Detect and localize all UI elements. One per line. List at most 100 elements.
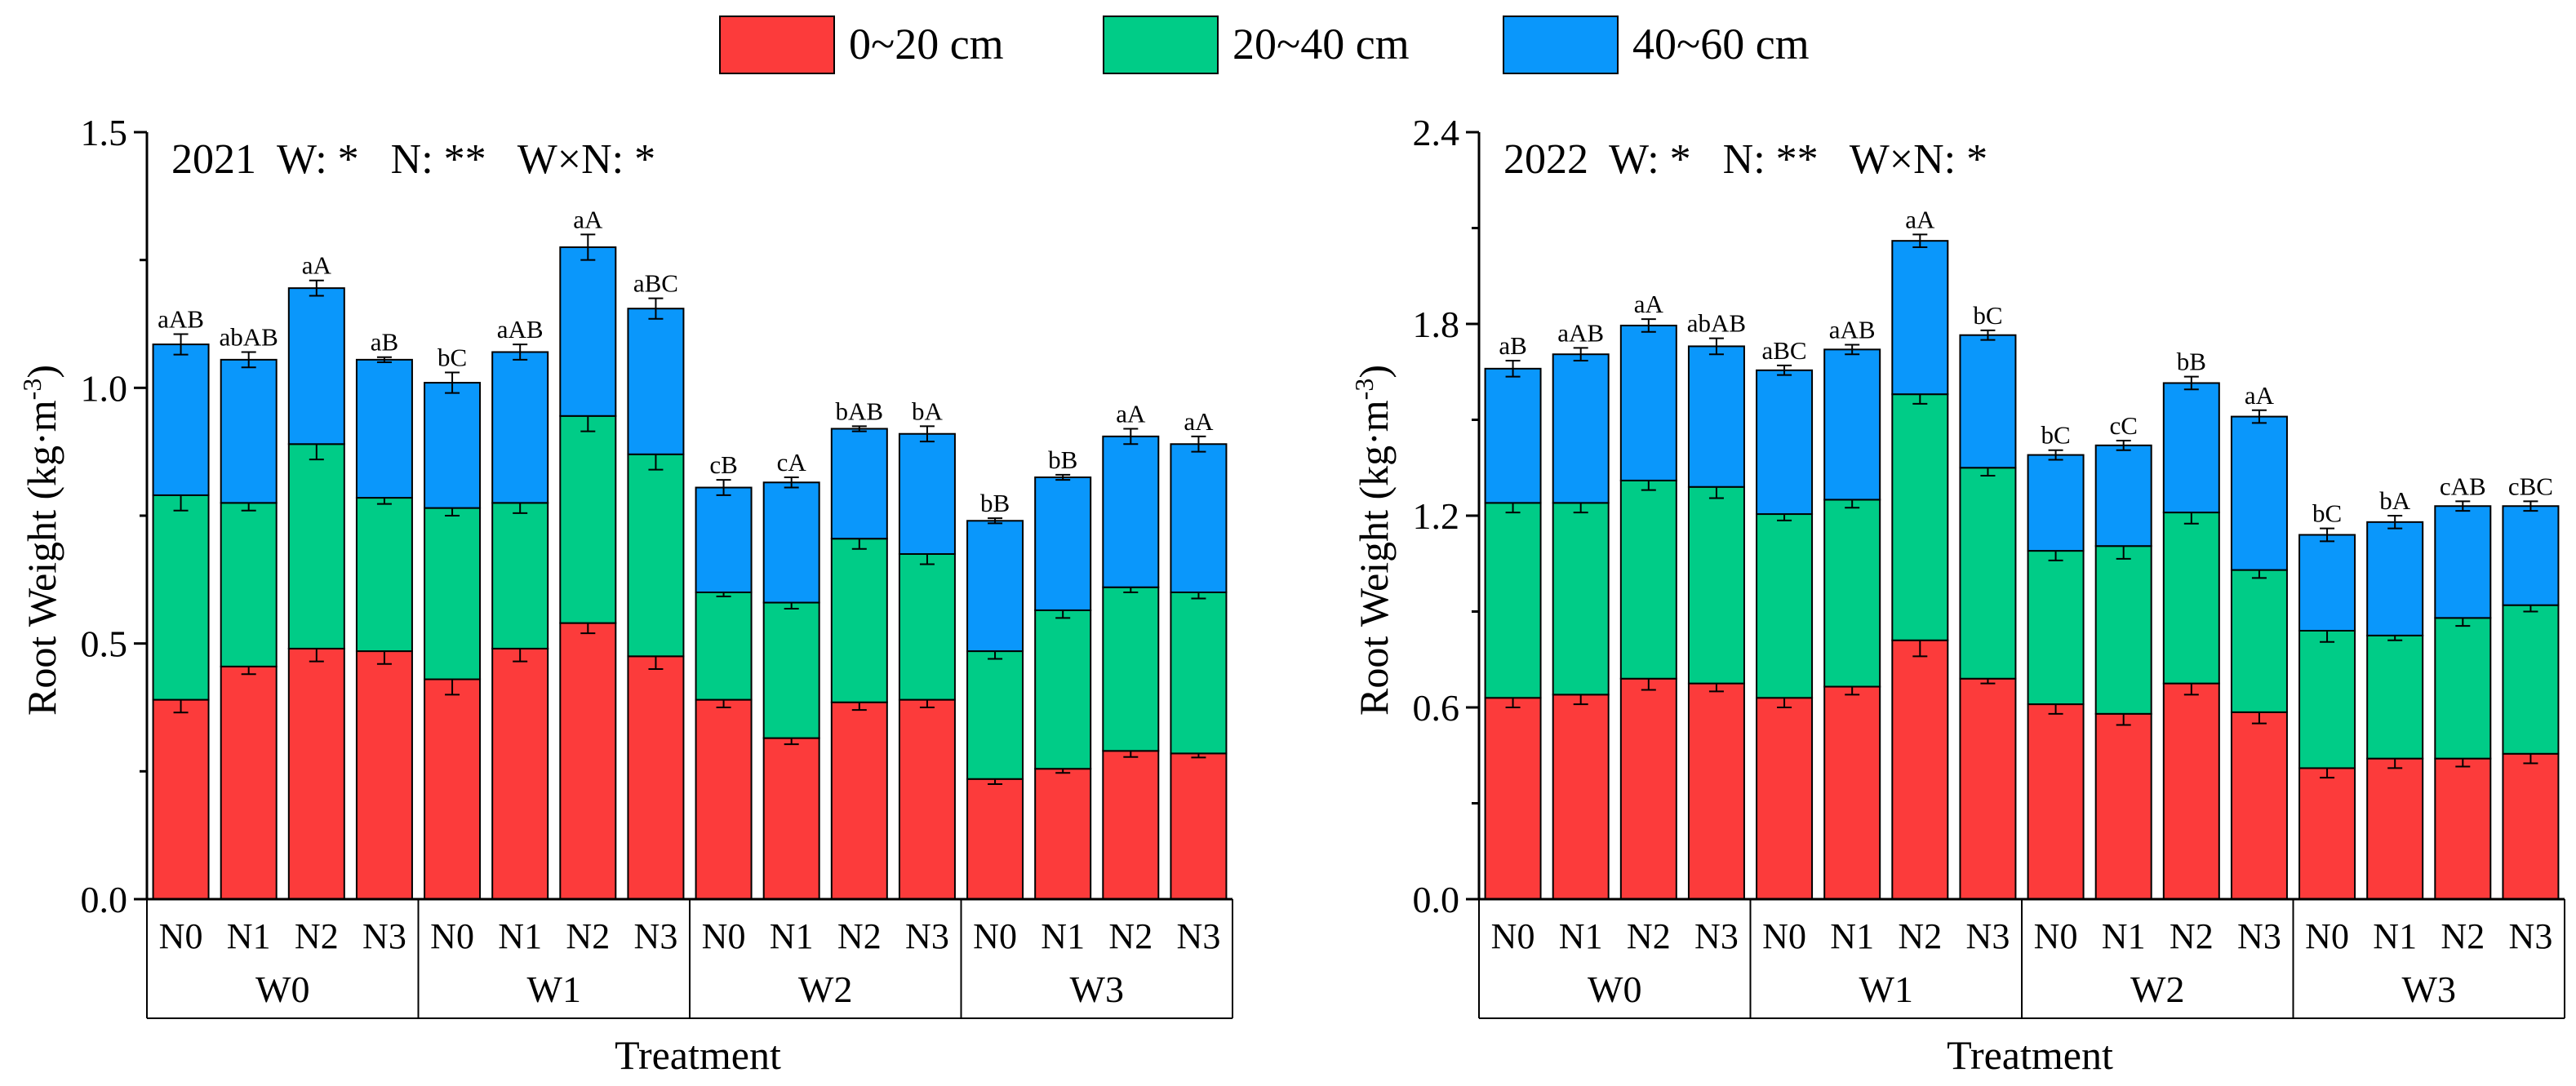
bar-2022-020-14	[2434, 757, 2492, 901]
x-category-label: N1	[1830, 916, 1874, 956]
bar-2021-4060-15	[1170, 443, 1228, 593]
x-category-label: N0	[1762, 916, 1806, 956]
significance-letter: aA	[573, 205, 603, 233]
y-tick-label: 2.4	[1413, 112, 1460, 153]
x-category-label: N0	[2034, 916, 2078, 956]
significance-letter: bC	[437, 344, 467, 372]
bar-2022-2040-8	[2027, 550, 2085, 706]
y-tick-label: 0.6	[1413, 687, 1460, 729]
bar-2021-020-0	[152, 698, 210, 900]
x-group-label: W0	[255, 969, 309, 1010]
bar-2022-4060-4	[1756, 369, 1814, 516]
significance-letter: aAB	[1557, 318, 1604, 347]
bar-2021-020-8	[695, 698, 753, 900]
bar-2022-4060-3	[1687, 345, 1745, 488]
significance-letter: aBC	[633, 269, 678, 298]
bar-2022-2040-4	[1756, 513, 1814, 699]
bar-2021-020-7	[627, 655, 685, 900]
bar-2022-020-11	[2230, 711, 2288, 900]
significance-letter: aA	[1184, 407, 1214, 436]
significance-letter: bA	[912, 397, 944, 425]
bar-2021-2040-6	[559, 414, 617, 624]
significance-letter: aA	[1634, 290, 1664, 318]
x-category-label: N1	[1041, 916, 1085, 956]
x-category-label: N3	[634, 916, 678, 956]
y-axis-title: Root Weight (kg·m-3)	[1349, 365, 1397, 716]
bar-2022-4060-15	[2502, 505, 2560, 606]
bar-2021-2040-2	[287, 443, 345, 649]
legend-swatch-40-60cm	[1503, 16, 1619, 74]
chart-2022: aAaAaBaAaAaABbAbAaAaAaAabABaBaCaBCaBabCa…	[1349, 112, 2565, 1078]
x-category-label: N0	[159, 916, 203, 956]
bar-2021-2040-1	[220, 502, 278, 667]
bar-2022-4060-7	[1959, 334, 2017, 469]
bar-2021-2040-10	[830, 538, 888, 703]
bar-2022-2040-14	[2434, 617, 2492, 760]
bar-2021-2040-7	[627, 453, 685, 658]
bar-2021-4060-9	[762, 481, 820, 604]
x-category-label: N0	[702, 916, 746, 956]
bar-2022-2040-13	[2366, 634, 2424, 760]
x-category-label: N3	[905, 916, 949, 956]
bar-2022-020-2	[1619, 677, 1677, 900]
x-category-label: N3	[2237, 916, 2281, 956]
y-axis-title-close: )	[19, 365, 64, 379]
bar-2021-4060-6	[559, 246, 617, 417]
bar-2022-4060-13	[2366, 521, 2424, 636]
bar-2022-4060-10	[2162, 382, 2220, 514]
bar-2022-2040-6	[1891, 393, 1949, 641]
x-group-label: W2	[2130, 969, 2184, 1010]
bar-2022-4060-14	[2434, 505, 2492, 619]
legend-label-20-40cm: 20~40 cm	[1232, 20, 1410, 69]
x-group-label: W1	[1859, 969, 1913, 1010]
bar-2021-4060-5	[491, 351, 549, 504]
x-category-label: N3	[1177, 916, 1221, 956]
y-tick-label: 0.0	[1413, 879, 1460, 920]
x-category-label: N2	[2170, 916, 2214, 956]
bar-2021-2040-15	[1170, 592, 1228, 755]
x-category-label: N3	[1694, 916, 1739, 956]
bar-2022-020-3	[1687, 682, 1745, 900]
x-category-label: N0	[973, 916, 1017, 956]
bar-2021-4060-2	[287, 287, 345, 445]
x-group-label: W2	[798, 969, 852, 1010]
bar-2022-020-12	[2298, 767, 2356, 901]
y-tick-label: 0.5	[81, 623, 128, 665]
significance-letter: cA	[777, 448, 807, 477]
bar-2021-2040-12	[966, 650, 1024, 780]
x-category-label: N0	[2305, 916, 2349, 956]
significance-letter: aAB	[497, 315, 544, 344]
x-category-label: N3	[2509, 916, 2553, 956]
y-tick-label: 1.8	[1413, 304, 1460, 345]
bar-2021-2040-4	[424, 507, 482, 680]
bar-2022-2040-11	[2230, 569, 2288, 713]
legend: 0~20 cm 20~40 cm 40~60 cm	[719, 16, 1810, 74]
x-category-label: N1	[770, 916, 814, 956]
bar-2022-4060-11	[2230, 415, 2288, 571]
bar-2021-020-15	[1170, 752, 1228, 901]
x-category-label: N2	[837, 916, 882, 956]
bar-2022-2040-3	[1687, 485, 1745, 685]
bar-2022-020-8	[2027, 703, 2085, 900]
x-category-label: N2	[1898, 916, 1942, 956]
bar-2022-2040-15	[2502, 604, 2560, 755]
x-category-label: N1	[2102, 916, 2146, 956]
bar-2021-020-6	[559, 622, 617, 900]
significance-letter: bB	[2177, 348, 2206, 376]
significance-letter: bC	[1973, 301, 2002, 330]
y-axis-title-main: Root Weight (kg·m	[19, 400, 64, 716]
y-axis-title-close: )	[1351, 365, 1397, 379]
bar-2021-4060-7	[627, 308, 685, 455]
x-category-label: N2	[295, 916, 339, 956]
chart-2021: aBaAaABbAaBabABbAaAaAaAbBaBaCbBbCaABbcCa…	[17, 112, 1233, 1078]
bar-2022-2040-9	[2094, 545, 2152, 715]
bar-2021-020-13	[1034, 768, 1092, 901]
bar-2022-020-4	[1756, 697, 1814, 900]
x-group-label: W0	[1588, 969, 1641, 1010]
significance-letter: aBC	[1762, 336, 1807, 365]
x-category-label: N2	[1108, 916, 1153, 956]
bar-2021-020-2	[287, 647, 345, 901]
significance-letter: bA	[2379, 486, 2411, 515]
x-group-label: W3	[1070, 969, 1124, 1010]
